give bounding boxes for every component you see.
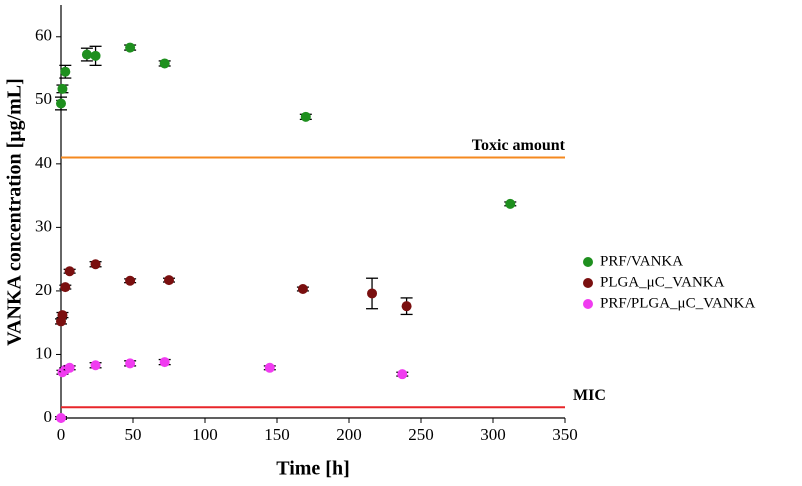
- point: [90, 259, 101, 270]
- point: [401, 301, 412, 312]
- reference-label: MIC: [573, 387, 606, 404]
- point: [57, 310, 68, 321]
- point: [125, 275, 136, 286]
- y-tick-label: 30: [35, 216, 52, 235]
- y-axis-title: VANKA concentration [μg/mL]: [4, 78, 26, 346]
- point: [300, 111, 311, 122]
- x-tick-label: 0: [57, 425, 66, 444]
- legend-label: PLGA_μC_VANKA: [600, 274, 725, 290]
- reference-label: Toxic amount: [472, 137, 566, 154]
- point: [57, 83, 68, 94]
- y-tick-label: 10: [35, 343, 52, 362]
- point: [125, 358, 136, 369]
- point: [64, 362, 75, 373]
- y-tick-label: 20: [35, 280, 52, 299]
- x-tick-label: 250: [408, 425, 434, 444]
- point: [60, 282, 71, 293]
- point: [367, 288, 378, 299]
- x-axis-title: Time [h]: [276, 458, 350, 480]
- x-tick-label: 100: [192, 425, 218, 444]
- point: [264, 362, 275, 373]
- point: [90, 360, 101, 371]
- point: [397, 369, 408, 380]
- x-tick-label: 300: [480, 425, 506, 444]
- y-tick-label: 0: [44, 407, 53, 426]
- y-tick-label: 60: [35, 26, 52, 45]
- legend-marker: [583, 278, 593, 288]
- x-tick-label: 150: [264, 425, 290, 444]
- point: [60, 66, 71, 77]
- legend-marker: [583, 257, 593, 267]
- legend-marker: [583, 299, 593, 309]
- y-tick-label: 40: [35, 153, 52, 172]
- point: [159, 357, 170, 368]
- point: [125, 42, 136, 53]
- x-tick-label: 200: [336, 425, 362, 444]
- legend-label: PRF/PLGA_μC_VANKA: [600, 295, 755, 311]
- point: [159, 58, 170, 69]
- point: [64, 266, 75, 277]
- x-tick-label: 350: [552, 425, 578, 444]
- point: [56, 98, 66, 109]
- point: [81, 49, 92, 60]
- point: [164, 275, 174, 286]
- point: [56, 413, 66, 423]
- point: [90, 50, 101, 61]
- x-tick-label: 50: [125, 425, 142, 444]
- point: [297, 284, 308, 295]
- y-tick-label: 50: [35, 89, 52, 108]
- point: [505, 198, 516, 209]
- legend-label: PRF/VANKA: [600, 253, 683, 269]
